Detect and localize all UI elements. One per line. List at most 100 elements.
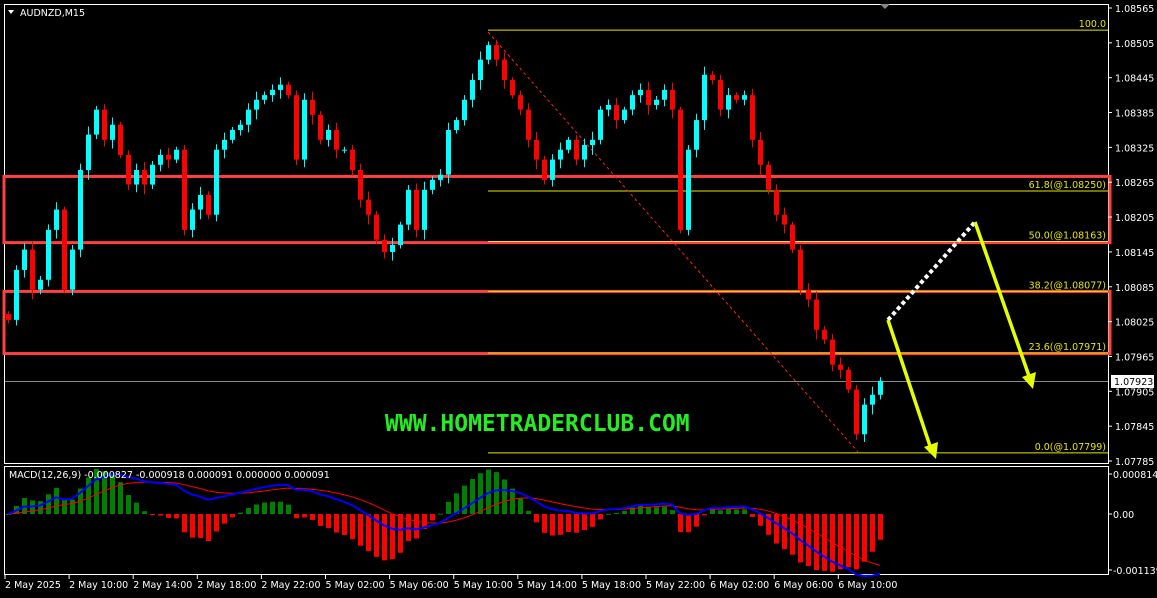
- candle: [270, 84, 275, 102]
- candle: [214, 144, 219, 222]
- price-tick-label: 1.08385: [1115, 109, 1154, 120]
- macd-histogram-bar: [670, 510, 675, 515]
- macd-tick-label: 0.000814: [1113, 470, 1157, 481]
- candle-body: [230, 129, 235, 140]
- candle-body: [118, 124, 123, 155]
- current-price-box: [1111, 375, 1154, 388]
- candle-body: [622, 109, 627, 121]
- macd-histogram-bar: [382, 514, 387, 561]
- macd-histogram-bar: [550, 514, 555, 536]
- candle: [126, 150, 131, 191]
- candle-body: [598, 109, 603, 140]
- macd-histogram-bar: [606, 513, 611, 515]
- candle-body: [614, 104, 619, 121]
- candle-body: [46, 229, 51, 280]
- macd-histogram-bar: [358, 514, 363, 546]
- candle: [462, 95, 467, 126]
- macd-histogram-bar: [206, 514, 211, 541]
- fib-level-label: 0.0(@1.07799): [1035, 442, 1106, 453]
- candle-body: [814, 299, 819, 330]
- candle: [718, 74, 723, 117]
- candle: [102, 104, 107, 147]
- candle: [182, 145, 187, 236]
- macd-histogram-bar: [854, 514, 859, 570]
- candle: [406, 185, 411, 231]
- candle: [470, 73, 475, 108]
- candle: [646, 81, 651, 115]
- candle-body: [222, 139, 227, 150]
- macd-histogram-bar: [278, 501, 283, 515]
- candle: [630, 90, 635, 116]
- macd-histogram-bar: [806, 514, 811, 567]
- scroll-marker-icon[interactable]: [880, 4, 890, 9]
- candle-body: [854, 389, 859, 435]
- macd-histogram-bar: [678, 514, 683, 533]
- symbol-label: AUDNZD,M15: [20, 8, 85, 19]
- candle: [782, 207, 787, 234]
- macd-histogram-bar: [750, 514, 755, 517]
- price-tick-label: 1.07845: [1115, 422, 1154, 433]
- candle-body: [294, 95, 299, 160]
- macd-histogram-bar: [318, 514, 323, 526]
- candle: [878, 377, 883, 400]
- dropdown-triangle-icon[interactable]: [8, 10, 14, 14]
- candle: [302, 93, 307, 168]
- time-tick-label: 5 May 10:00: [454, 580, 513, 591]
- support-resistance-zone[interactable]: [2, 289, 1112, 356]
- candle: [814, 291, 819, 340]
- candle: [590, 131, 595, 155]
- candle-body: [478, 59, 483, 81]
- price-tick-label: 1.08085: [1115, 283, 1154, 294]
- projection-arrows[interactable]: [886, 220, 1036, 459]
- time-tick-label: 2 May 2025: [5, 580, 61, 591]
- candle-body: [758, 139, 763, 165]
- candle: [430, 176, 435, 195]
- candle: [822, 325, 827, 345]
- candle-body: [166, 154, 171, 160]
- macd-label: MACD(12,26,9) -0.000827 -0.000918 0.0000…: [9, 470, 330, 481]
- candle: [494, 39, 499, 67]
- macd-histogram-bar: [446, 501, 451, 515]
- candle: [758, 131, 763, 175]
- macd-histogram-bar: [134, 502, 139, 515]
- macd-histogram-bar: [734, 509, 739, 515]
- macd-histogram-bar: [126, 495, 131, 515]
- candle: [14, 265, 19, 326]
- macd-histogram-bar: [614, 512, 619, 515]
- macd-histogram-bar: [638, 504, 643, 515]
- fib-level-label: 50.0(@1.08163): [1029, 230, 1106, 241]
- candle-body: [678, 109, 683, 230]
- candle: [702, 66, 707, 130]
- candle-body: [70, 249, 75, 290]
- time-tick-label: 2 May 22:00: [261, 580, 320, 591]
- candle: [150, 161, 155, 190]
- macd-histogram-bar: [342, 514, 347, 535]
- candle: [798, 244, 803, 296]
- candle: [454, 117, 459, 134]
- candle-body: [78, 170, 83, 250]
- candle: [534, 131, 539, 170]
- macd-histogram-bar: [822, 514, 827, 571]
- candle: [870, 386, 875, 415]
- dotted-projection-line: [886, 220, 977, 322]
- candle-body: [670, 89, 675, 110]
- time-tick-label: 5 May 02:00: [326, 580, 385, 591]
- macd-histogram-bar: [542, 514, 547, 533]
- candle-body: [510, 80, 515, 96]
- macd-histogram-bar: [654, 507, 659, 515]
- candle-body: [798, 249, 803, 290]
- support-resistance-zone[interactable]: [2, 174, 1112, 245]
- fib-level-label: 100.0: [1079, 19, 1106, 30]
- candle: [638, 83, 643, 103]
- candle: [342, 146, 347, 154]
- candle: [294, 90, 299, 166]
- time-tick-label: 6 May 06:00: [774, 580, 833, 591]
- candle: [94, 105, 99, 140]
- macd-histogram-bar: [222, 514, 227, 524]
- macd-histogram-bar: [286, 504, 291, 515]
- macd-histogram-bar: [54, 487, 59, 515]
- candle-body: [646, 89, 651, 105]
- macd-histogram-bar: [310, 514, 315, 520]
- candle-body: [342, 149, 347, 151]
